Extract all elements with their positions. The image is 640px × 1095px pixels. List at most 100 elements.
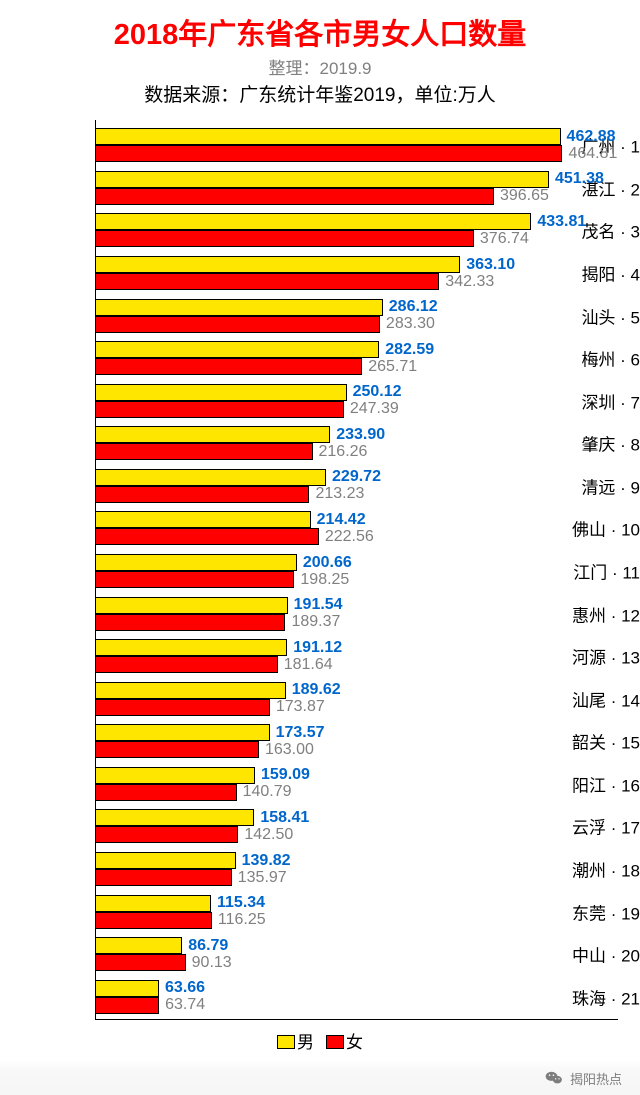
footer-bar: 揭阳热点	[0, 1061, 640, 1095]
female-value-label: 213.23	[315, 485, 364, 503]
male-value-label: 363.10	[466, 256, 515, 274]
male-value-label: 63.66	[165, 979, 205, 997]
male-value-label: 250.12	[353, 383, 402, 401]
y-category-label: 佛山 · 10	[552, 516, 640, 541]
male-bar	[95, 809, 254, 826]
female-value-label: 142.50	[244, 826, 293, 844]
chart-title: 2018年广东省各市男女人口数量	[0, 0, 640, 53]
legend-label-male: 男	[297, 1033, 314, 1052]
male-value-label: 233.90	[336, 426, 385, 444]
male-bar	[95, 682, 286, 699]
footer-brand: 揭阳热点	[570, 1069, 622, 1088]
male-bar	[95, 128, 561, 145]
y-category-label: 河源 · 13	[552, 644, 640, 669]
female-bar	[95, 656, 278, 673]
male-value-label: 173.57	[276, 724, 325, 742]
male-value-label: 158.41	[260, 809, 309, 827]
male-bar	[95, 937, 182, 954]
female-bar	[95, 699, 270, 716]
female-bar	[95, 145, 562, 162]
male-value-label: 433.81	[537, 213, 586, 231]
female-value-label: 173.87	[276, 698, 325, 716]
y-category-label: 阳江 · 16	[552, 771, 640, 796]
male-bar	[95, 980, 159, 997]
female-bar	[95, 912, 212, 929]
male-bar	[95, 511, 311, 528]
male-bar	[95, 299, 383, 316]
male-value-label: 286.12	[389, 298, 438, 316]
male-value-label: 139.82	[242, 852, 291, 870]
legend: 男女	[0, 1028, 640, 1053]
male-value-label: 159.09	[261, 766, 310, 784]
female-value-label: 90.13	[192, 954, 232, 972]
female-bar	[95, 784, 237, 801]
chart-stage: 2018年广东省各市男女人口数量 整理：2019.9 数据来源：广东统计年鉴20…	[0, 0, 640, 1095]
female-bar	[95, 528, 319, 545]
y-category-label: 东莞 · 19	[552, 899, 640, 924]
legend-label-female: 女	[346, 1033, 363, 1052]
female-bar	[95, 273, 439, 290]
female-bar	[95, 358, 362, 375]
female-bar	[95, 869, 232, 886]
female-value-label: 181.64	[284, 656, 333, 674]
y-category-label: 珠海 · 21	[552, 984, 640, 1009]
male-bar	[95, 639, 287, 656]
female-value-label: 396.65	[500, 187, 549, 205]
female-value-label: 222.56	[325, 528, 374, 546]
female-bar	[95, 401, 344, 418]
female-value-label: 265.71	[368, 358, 417, 376]
y-category-label: 梅州 · 6	[552, 346, 640, 371]
male-value-label: 451.38	[555, 170, 604, 188]
female-value-label: 63.74	[165, 996, 205, 1014]
female-value-label: 283.30	[386, 315, 435, 333]
y-category-label: 肇庆 · 8	[552, 431, 640, 456]
male-value-label: 200.66	[303, 554, 352, 572]
female-value-label: 198.25	[300, 571, 349, 589]
y-category-label: 汕头 · 5	[552, 303, 640, 328]
male-bar	[95, 341, 379, 358]
male-value-label: 86.79	[188, 937, 228, 955]
male-bar	[95, 171, 549, 188]
chart-source-line: 数据来源：广东统计年鉴2019，单位:万人	[0, 83, 640, 110]
female-bar	[95, 997, 159, 1014]
female-value-label: 464.81	[568, 145, 617, 163]
y-category-label: 中山 · 20	[552, 942, 640, 967]
female-bar	[95, 826, 238, 843]
legend-swatch-male	[277, 1035, 295, 1049]
y-category-label: 汕尾 · 14	[552, 686, 640, 711]
y-category-label: 清远 · 9	[552, 473, 640, 498]
legend-item-male: 男	[277, 1028, 314, 1053]
male-value-label: 462.88	[567, 128, 616, 146]
male-value-label: 115.34	[217, 894, 265, 912]
y-category-label: 江门 · 11	[552, 559, 640, 584]
female-value-label: 135.97	[238, 869, 287, 887]
female-value-label: 247.39	[350, 400, 399, 418]
female-value-label: 140.79	[243, 783, 292, 801]
male-value-label: 214.42	[317, 511, 366, 529]
male-bar	[95, 256, 460, 273]
y-category-label: 韶关 · 15	[552, 729, 640, 754]
female-bar	[95, 443, 313, 460]
female-value-label: 342.33	[445, 273, 494, 291]
female-bar	[95, 614, 285, 631]
y-category-label: 揭阳 · 4	[552, 261, 640, 286]
male-value-label: 189.62	[292, 681, 341, 699]
male-bar	[95, 469, 326, 486]
female-bar	[95, 571, 294, 588]
male-bar	[95, 384, 347, 401]
male-value-label: 229.72	[332, 468, 381, 486]
female-value-label: 163.00	[265, 741, 314, 759]
y-category-label: 惠州 · 12	[552, 601, 640, 626]
female-value-label: 216.26	[319, 443, 368, 461]
male-value-label: 191.54	[294, 596, 343, 614]
female-bar	[95, 230, 474, 247]
x-axis-line	[95, 1019, 618, 1020]
legend-item-female: 女	[326, 1028, 363, 1053]
male-bar	[95, 895, 211, 912]
female-value-label: 116.25	[218, 911, 266, 929]
male-bar	[95, 426, 330, 443]
female-value-label: 189.37	[291, 613, 340, 631]
female-bar	[95, 741, 259, 758]
female-bar	[95, 486, 309, 503]
plot-area: 广州 · 1462.88464.81湛江 · 2451.38396.65茂名 ·…	[0, 118, 640, 1022]
